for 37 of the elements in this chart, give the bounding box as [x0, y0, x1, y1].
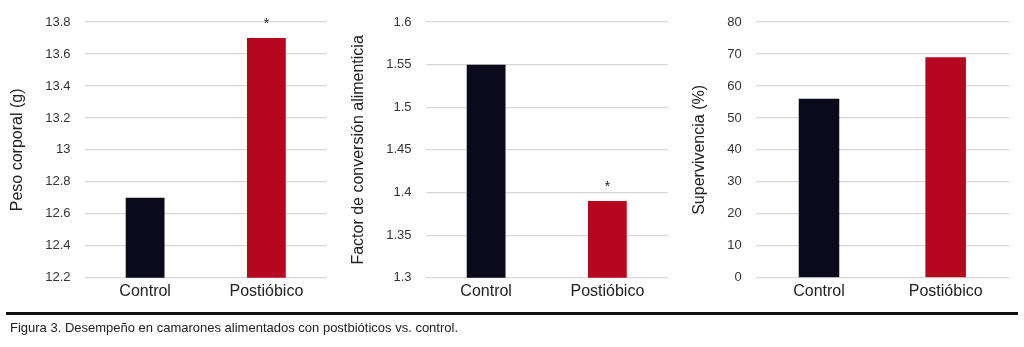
y-axis-title: Peso corporal (g) — [8, 88, 26, 212]
y-tick-label: 1.55 — [386, 56, 412, 72]
y-tick-label: 1.6 — [393, 13, 412, 29]
y-tick-label: 1.45 — [386, 141, 412, 157]
y-tick-label: 12.4 — [45, 237, 71, 253]
y-tick-label: 0 — [734, 269, 742, 285]
y-tick-label: 1.3 — [393, 269, 412, 285]
y-tick-label: 13 — [56, 141, 71, 157]
y-tick-label: 12.2 — [45, 269, 71, 285]
y-tick-label: 70 — [727, 45, 742, 61]
x-tick-label: Postióbico — [908, 281, 983, 299]
y-tick-label: 13.2 — [45, 109, 71, 125]
x-tick-label: Control — [793, 281, 845, 299]
y-tick-label: 1.5 — [393, 98, 412, 114]
y-axis-title: Factor de conversión alimenticia — [349, 35, 367, 265]
y-tick-label: 40 — [727, 141, 742, 157]
y-tick-label: 30 — [727, 173, 742, 189]
x-tick-label: Control — [460, 281, 512, 299]
x-tick-label: Postióbico — [229, 281, 304, 299]
y-tick-label: 13.4 — [45, 77, 71, 93]
annotation: * — [604, 177, 611, 194]
y-tick-label: 12.8 — [45, 173, 71, 189]
y-tick-label: 80 — [727, 13, 742, 29]
annotation: * — [263, 14, 270, 31]
y-tick-label: 12.6 — [45, 205, 71, 221]
y-tick-label: 13.8 — [45, 13, 71, 29]
y-tick-label: 1.35 — [386, 226, 412, 242]
y-tick-label: 10 — [727, 237, 742, 253]
y-tick-label: 60 — [727, 77, 742, 93]
x-tick-label: Control — [119, 281, 171, 299]
x-tick-label: Postióbico — [570, 281, 645, 299]
y-axis-title: Supervivencia (%) — [690, 84, 708, 215]
text: Figura 3. Desempeño en camarones alimentados con postbióticos vs. control. — [10, 320, 459, 335]
y-tick-label: 13.6 — [45, 45, 71, 61]
y-tick-label: 20 — [727, 205, 742, 221]
y-tick-label: 1.4 — [393, 184, 412, 200]
y-tick-label: 50 — [727, 109, 742, 125]
